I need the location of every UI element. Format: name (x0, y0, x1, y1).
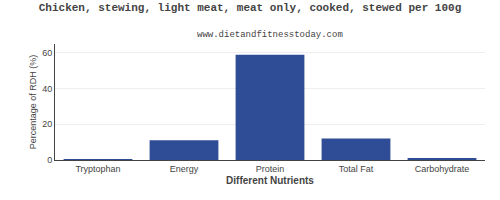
svg-text:Chicken, stewing, light meat,: Chicken, stewing, light meat, meat only,… (39, 2, 461, 14)
svg-text:Energy: Energy (170, 164, 199, 174)
svg-text:0: 0 (47, 155, 52, 165)
svg-text:Different Nutrients: Different Nutrients (226, 175, 314, 186)
svg-text:Percentage of RDH (%): Percentage of RDH (%) (28, 55, 38, 150)
svg-text:60: 60 (42, 48, 52, 58)
svg-text:20: 20 (42, 119, 52, 129)
svg-text:40: 40 (42, 84, 52, 94)
svg-text:Protein: Protein (256, 164, 285, 174)
svg-text:Total Fat: Total Fat (339, 164, 374, 174)
svg-text:www.dietandfitnesstoday.com: www.dietandfitnesstoday.com (197, 30, 343, 40)
svg-text:Tryptophan: Tryptophan (75, 164, 120, 174)
svg-text:Carbohydrate: Carbohydrate (415, 164, 470, 174)
